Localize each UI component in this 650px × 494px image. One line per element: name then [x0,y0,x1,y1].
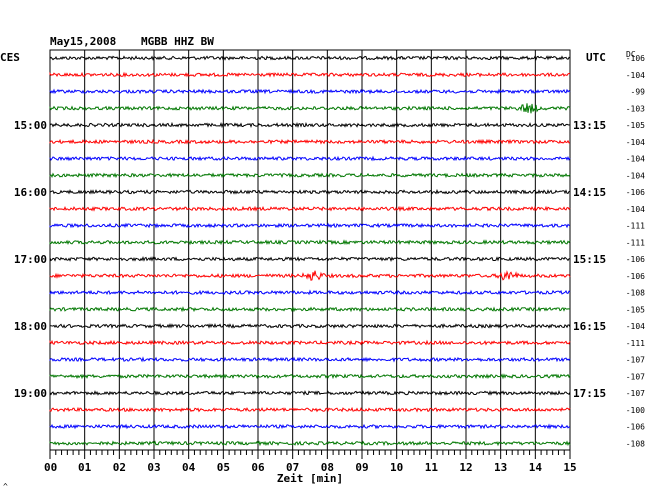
dc-label: DC [626,50,636,59]
trace-7 [49,172,571,179]
right-time-label-1: 14:15 [573,186,606,199]
dc-offset-16: -104 [626,322,645,331]
x-tick-label-08: 08 [321,461,334,474]
trace-group [49,55,571,447]
dc-offset-9: -104 [626,205,645,214]
trace-1 [49,71,571,78]
x-tick-label-06: 06 [251,461,265,474]
dc-offset-12: -106 [626,255,645,264]
x-tick-label-07: 07 [286,461,299,474]
x-tick-label-14: 14 [529,461,543,474]
x-tick-label-12: 12 [459,461,472,474]
dc-offset-7: -104 [626,171,645,180]
trace-3 [49,103,571,114]
trace-11 [49,239,571,246]
station-label: MGBB HHZ BW [141,35,214,48]
trace-5 [49,138,571,145]
dc-offset-1: -104 [626,71,645,80]
trace-20 [49,390,571,396]
dc-offset-22: -106 [626,423,645,432]
dc-offset-10: -111 [626,222,645,231]
trace-21 [49,406,571,413]
trace-23 [49,440,571,447]
x-axis-label: Zeit [min] [277,472,343,485]
dc-offset-2: -99 [631,88,646,97]
dc-offset-23: -108 [626,439,645,448]
dc-offset-8: -106 [626,188,645,197]
trace-13 [49,269,571,281]
left-hour-label-1: 16:00 [14,186,47,199]
dc-offset-17: -111 [626,339,645,348]
right-time-label-2: 15:15 [573,253,606,266]
trace-14 [49,289,571,296]
left-hour-label-3: 18:00 [14,320,47,333]
x-tick-label-04: 04 [182,461,196,474]
trace-22 [49,423,571,430]
left-hour-label-4: 19:00 [14,387,47,400]
dc-offset-20: -107 [626,389,645,398]
dc-offset-21: -100 [626,406,645,415]
x-axis: 00 01 02 03 04 05 06 07 08 09 10 11 12 13 14 15 [44,450,577,474]
trace-0 [49,55,571,61]
footer-mark: ^ [3,482,8,491]
grid-lines [84,50,536,450]
dc-offset-4: -105 [626,121,645,130]
right-time-labels: 13:15 14:15 15:15 16:15 17:15 [573,119,606,400]
dc-offset-11: -111 [626,238,645,247]
left-hour-label-0: 15:00 [14,119,47,132]
x-tick-label-11: 11 [425,461,439,474]
trace-6 [49,155,571,162]
trace-9 [49,205,571,212]
x-tick-label-10: 10 [390,461,403,474]
plot-frame [49,49,571,451]
dc-offset-19: -107 [626,372,645,381]
right-timezone-label: UTC [586,51,606,64]
date-label: May15,2008 [50,35,116,48]
trace-4 [49,121,571,129]
left-timezone-label: CES [0,51,20,64]
left-hour-label-2: 17:00 [14,253,47,266]
dc-offset-6: -104 [626,155,645,164]
dc-offset-0: -106 [626,54,645,63]
dc-offset-13: -106 [626,272,645,281]
left-hour-labels: 15:00 16:00 17:00 18:00 19:00 [14,119,47,400]
x-tick-label-13: 13 [494,461,507,474]
x-tick-label-15: 15 [563,461,576,474]
dc-offset-3: -103 [626,104,645,113]
x-tick-label-03: 03 [147,461,160,474]
x-tick-label-05: 05 [217,461,230,474]
trace-12 [49,256,570,263]
trace-10 [49,222,571,229]
trace-8 [49,188,571,195]
x-tick-label-02: 02 [113,461,126,474]
right-time-label-0: 13:15 [573,119,606,132]
right-time-label-3: 16:15 [573,320,606,333]
trace-17 [49,339,571,346]
dc-offset-5: -104 [626,138,645,147]
trace-16 [49,323,571,329]
trace-2 [49,88,571,95]
x-tick-label-01: 01 [78,461,92,474]
trace-19 [49,373,571,380]
trace-18 [49,356,571,363]
dc-offset-14: -108 [626,289,645,298]
right-time-label-4: 17:15 [573,387,606,400]
dc-offset-15: -105 [626,305,645,314]
x-tick-label-09: 09 [355,461,368,474]
trace-15 [49,306,571,313]
dc-offset-18: -107 [626,356,645,365]
dc-offset-labels: -106 -104 -99 -103 -105 -104 -104 -104 -106 -104 -… [626,54,645,448]
x-tick-label-00: 00 [44,461,57,474]
